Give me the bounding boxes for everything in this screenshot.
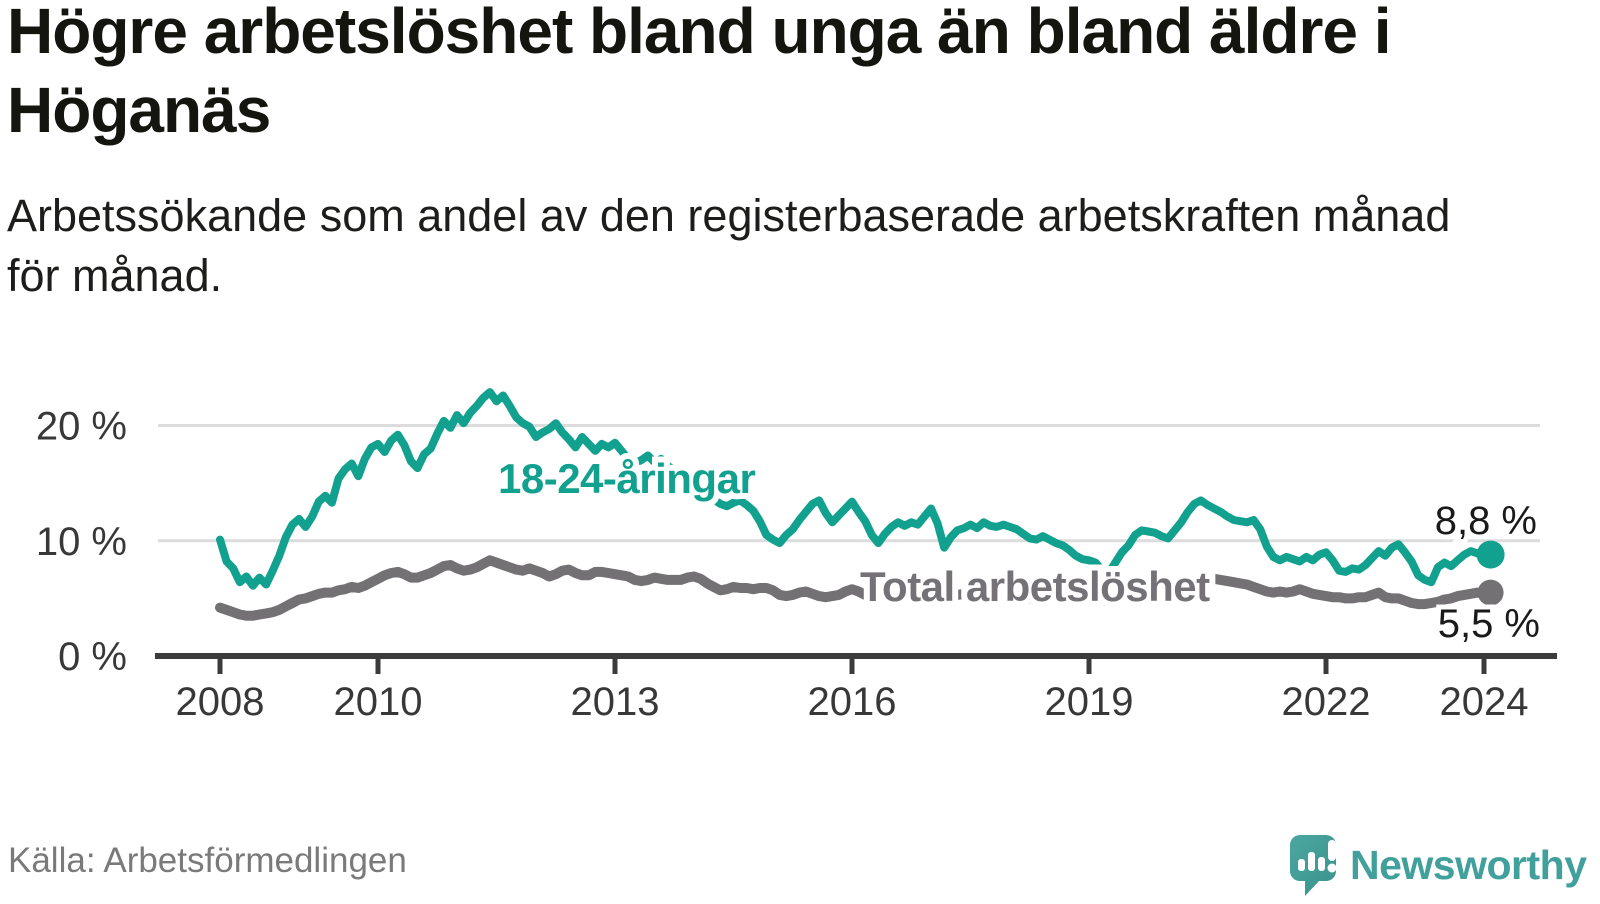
total-end-dot [1477,579,1504,606]
total-series-line [215,555,1496,621]
exclamation-icon [1328,840,1336,861]
x-axis-label-2024: 2024 [1440,680,1529,724]
youth-end-dot [1476,540,1505,569]
total-series-label: Total arbetslöshet [860,563,1210,610]
bar-icon [1298,859,1305,871]
source-credit: Källa: Arbetsförmedlingen [8,841,407,880]
x-axis-label-2022: 2022 [1282,680,1371,724]
x-axis-label-2019: 2019 [1045,680,1134,724]
newsworthy-logo-svg: Newsworthy [1290,835,1588,896]
y-axis-label-10: 10 % [36,520,127,564]
youth-series-line [216,388,1495,590]
bar-icon [1318,857,1325,871]
newsworthy-bubble-icon [1290,835,1337,896]
x-axis: 2008 2010 2013 2016 2019 2022 2024 [155,653,1557,724]
youth-end-value-label: 8,8 % [1435,499,1537,543]
youth-series-label: 18-24-åringar [498,455,755,502]
y-axis-label-20: 20 % [36,405,127,449]
page-title: Högre arbetslöshet bland unga än bland ä… [7,0,1392,146]
chart-labels: 0 % 10 % 20 % Total arbetslöshet 5,5 % 18-24-… [36,405,1545,680]
chart-subtitle: Arbetssökande som andel av den registerb… [7,190,1451,301]
series-lines [215,388,1496,621]
exclamation-dot-icon [1327,863,1337,873]
total-end-value-label: 5,5 % [1438,602,1540,646]
y-axis-label-0: 0 % [58,635,127,679]
x-axis-label-2010: 2010 [334,680,423,724]
gridlines [158,424,1540,543]
bar-icon [1308,852,1315,871]
x-axis-label-2013: 2013 [571,680,660,724]
x-axis-label-2008: 2008 [176,680,265,724]
newsworthy-logo: Newsworthy [1290,835,1600,904]
brand-wordmark: Newsworthy [1350,842,1587,888]
x-axis-label-2016: 2016 [808,680,897,724]
